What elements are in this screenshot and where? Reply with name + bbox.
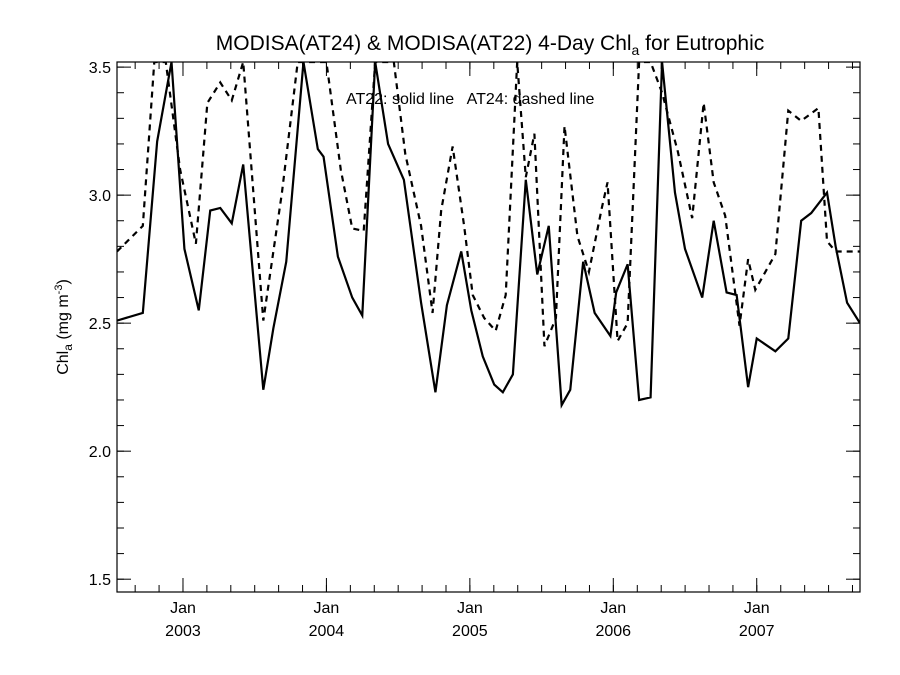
x-tick-month: Jan	[457, 600, 483, 617]
x-tick-year: 2004	[309, 623, 345, 640]
y-tick-label: 1.5	[89, 572, 111, 589]
y-axis-label: Chla (mg m-3)	[53, 279, 75, 375]
x-tick-month: Jan	[314, 600, 340, 617]
y-tick-label: 2.5	[89, 316, 111, 333]
series-at22-solid-line	[117, 62, 860, 409]
legend-annotation: AT22: solid line AT24: dashed line	[346, 91, 595, 108]
plot-area	[117, 62, 860, 409]
chart-title: MODISA(AT24) & MODISA(AT22) 4-Day Chla f…	[216, 32, 765, 58]
x-tick-month: Jan	[600, 600, 626, 617]
y-tick-label: 2.0	[89, 444, 111, 461]
x-tick-year: 2006	[595, 623, 631, 640]
x-tick-month: Jan	[170, 600, 196, 617]
x-tick-month: Jan	[744, 600, 770, 617]
x-tick-year: 2005	[452, 623, 488, 640]
series-at24-dashed-line	[117, 62, 860, 347]
x-tick-year: 2003	[165, 623, 201, 640]
x-axis-ticks: Jan 2003 Jan 2004 Jan 2005 Jan 2006 Jan 2007	[165, 62, 775, 640]
plot-frame	[116, 61, 861, 593]
y-tick-label: 3.5	[89, 60, 111, 77]
y-tick-label: 3.0	[89, 188, 111, 205]
minor-ticks	[117, 62, 860, 592]
x-tick-year: 2007	[739, 623, 775, 640]
y-axis-ticks: 1.5 2.0 2.5 3.0 3.5	[89, 60, 860, 589]
